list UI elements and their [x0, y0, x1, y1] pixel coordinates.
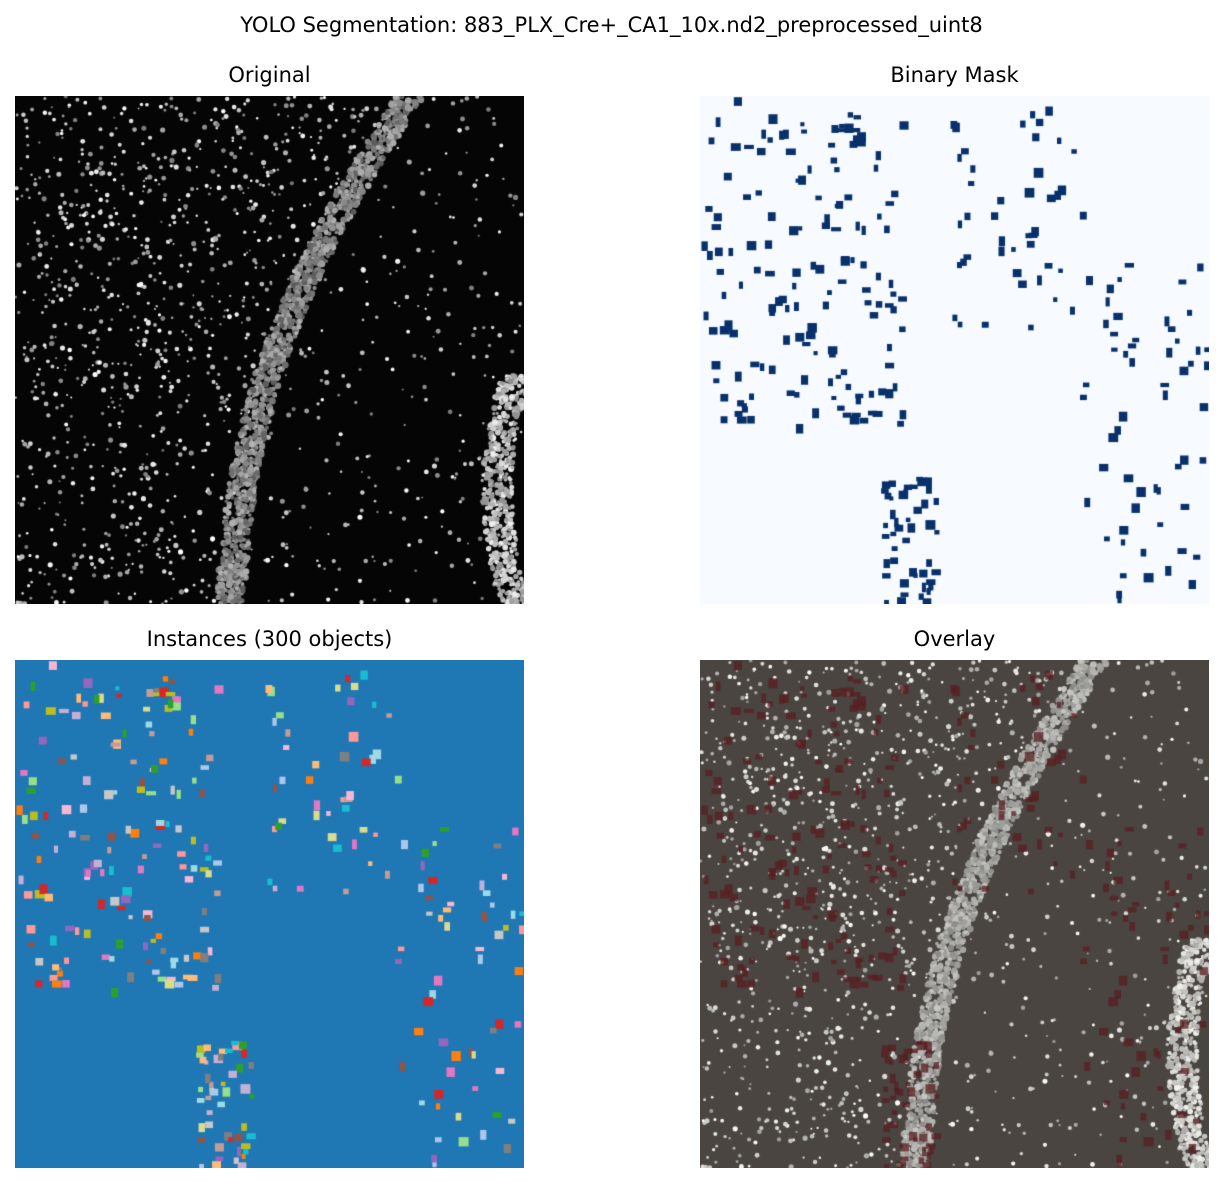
overlay-canvas — [700, 660, 1209, 1168]
overlay-panel-title: Overlay — [913, 627, 996, 651]
original-microscopy-canvas — [15, 96, 524, 604]
instances-canvas — [15, 660, 524, 1168]
figure-title: YOLO Segmentation: 883_PLX_Cre+_CA1_10x.… — [240, 13, 983, 37]
instances-image — [15, 660, 524, 1168]
overlay-image — [700, 660, 1209, 1168]
original-image — [15, 96, 524, 604]
instances-panel-title: Instances (300 objects) — [146, 627, 393, 651]
original-panel-title: Original — [228, 63, 311, 87]
binary-mask-image — [700, 96, 1209, 604]
binary-mask-panel-title: Binary Mask — [890, 63, 1019, 87]
binary-mask-canvas — [700, 96, 1209, 604]
